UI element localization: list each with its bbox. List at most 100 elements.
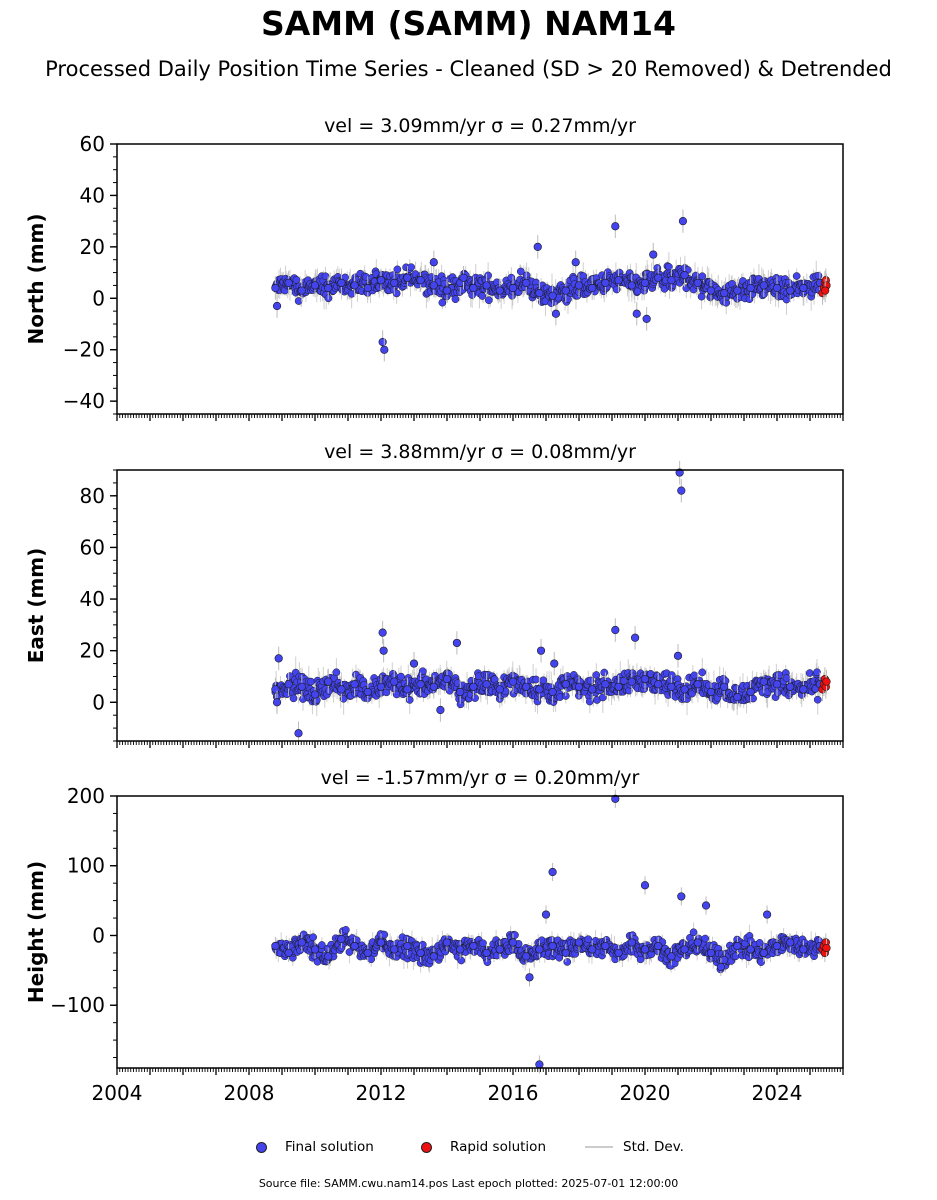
y-axis-label-north: North (mm): [24, 213, 48, 344]
panel-title-height: vel = -1.57mm/yr σ = 0.20mm/yr: [321, 767, 640, 789]
final-point: [378, 628, 387, 637]
daily-point: [585, 697, 594, 706]
final-point: [706, 286, 716, 295]
final-point: [746, 283, 755, 293]
daily-point: [321, 272, 330, 281]
final-point: [390, 945, 399, 954]
final-point: [390, 278, 399, 287]
legend-marker-rapid: [421, 1141, 432, 1153]
final-point: [522, 682, 531, 691]
legend-label-rapid: Rapid solution: [450, 1139, 546, 1155]
figure-title: SAMM (SAMM) NAM14: [260, 4, 677, 43]
final-point: [297, 682, 306, 691]
series-final-north: [271, 209, 825, 362]
daily-point: [511, 931, 519, 939]
daily-point: [318, 941, 326, 949]
daily-point: [755, 939, 764, 947]
final-point: [378, 337, 387, 347]
final-point: [337, 934, 346, 944]
final-point: [720, 955, 729, 964]
final-point: [284, 680, 293, 689]
final-point: [551, 309, 561, 318]
x-tick-label: 2024: [752, 1081, 803, 1105]
final-point: [469, 283, 478, 293]
final-point: [297, 938, 306, 947]
y-tick-label: 40: [80, 183, 105, 207]
final-point: [642, 314, 651, 323]
final-point: [535, 945, 544, 954]
final-point: [482, 281, 491, 290]
daily-point: [701, 934, 710, 943]
final-point: [632, 309, 641, 318]
final-point: [522, 952, 531, 961]
legend-item-rapid: Rapid solution: [421, 1136, 546, 1158]
rapid-point: [821, 286, 830, 295]
final-point: [716, 962, 726, 971]
final-point: [350, 941, 359, 951]
final-point: [535, 685, 544, 694]
daily-point: [407, 263, 416, 272]
y-tick-label: 0: [92, 286, 105, 310]
figure-subtitle: Processed Daily Position Time Series - C…: [45, 57, 892, 81]
daily-point: [612, 285, 621, 294]
daily-point: [438, 298, 447, 307]
final-point: [403, 941, 412, 951]
final-point: [284, 278, 293, 287]
final-point: [693, 938, 702, 947]
x-tick-label: 2012: [356, 1081, 407, 1105]
final-point: [324, 952, 333, 961]
final-point: [548, 941, 557, 951]
final-point: [627, 938, 636, 947]
rapid-point: [822, 943, 831, 953]
final-point: [759, 677, 768, 686]
daily-point: [592, 671, 601, 679]
daily-point: [479, 939, 487, 948]
y-tick-label: 80: [80, 484, 105, 508]
final-point: [271, 283, 280, 293]
daily-point: [586, 676, 595, 685]
y-tick-label: −40: [63, 389, 105, 413]
final-point: [614, 276, 623, 285]
final-point: [667, 682, 676, 691]
final-point: [588, 283, 597, 293]
final-point: [667, 952, 676, 961]
daily-point: [483, 958, 492, 967]
final-point: [733, 693, 742, 702]
final-point: [693, 278, 702, 287]
daily-point: [484, 271, 492, 280]
final-point: [799, 945, 808, 954]
final-point: [416, 948, 425, 958]
daily-point: [814, 271, 823, 280]
final-point: [574, 682, 584, 691]
daily-point: [292, 275, 301, 284]
final-point: [508, 283, 518, 293]
final-point: [640, 674, 650, 684]
final-point: [350, 680, 359, 689]
final-point: [627, 677, 636, 686]
final-point: [525, 973, 534, 982]
final-point: [799, 283, 808, 293]
final-point: [459, 273, 468, 282]
daily-point: [347, 289, 356, 298]
final-point: [611, 625, 620, 635]
final-point: [350, 281, 359, 290]
final-point: [561, 286, 570, 295]
final-point: [799, 685, 808, 694]
y-tick-label: −100: [50, 993, 105, 1017]
final-point: [571, 258, 580, 267]
final-point: [759, 948, 768, 958]
final-point: [508, 938, 518, 947]
y-axis-label-east: East (mm): [24, 548, 48, 664]
final-point: [677, 486, 686, 495]
final-point: [786, 682, 795, 691]
final-point: [409, 659, 419, 668]
final-point: [640, 945, 650, 954]
final-point: [548, 687, 557, 697]
final-point: [649, 250, 658, 259]
final-point: [522, 278, 531, 287]
final-point: [654, 941, 663, 951]
y-tick-label: 40: [80, 587, 105, 611]
final-point: [601, 941, 610, 951]
daily-point: [484, 296, 493, 305]
final-point: [271, 941, 280, 951]
